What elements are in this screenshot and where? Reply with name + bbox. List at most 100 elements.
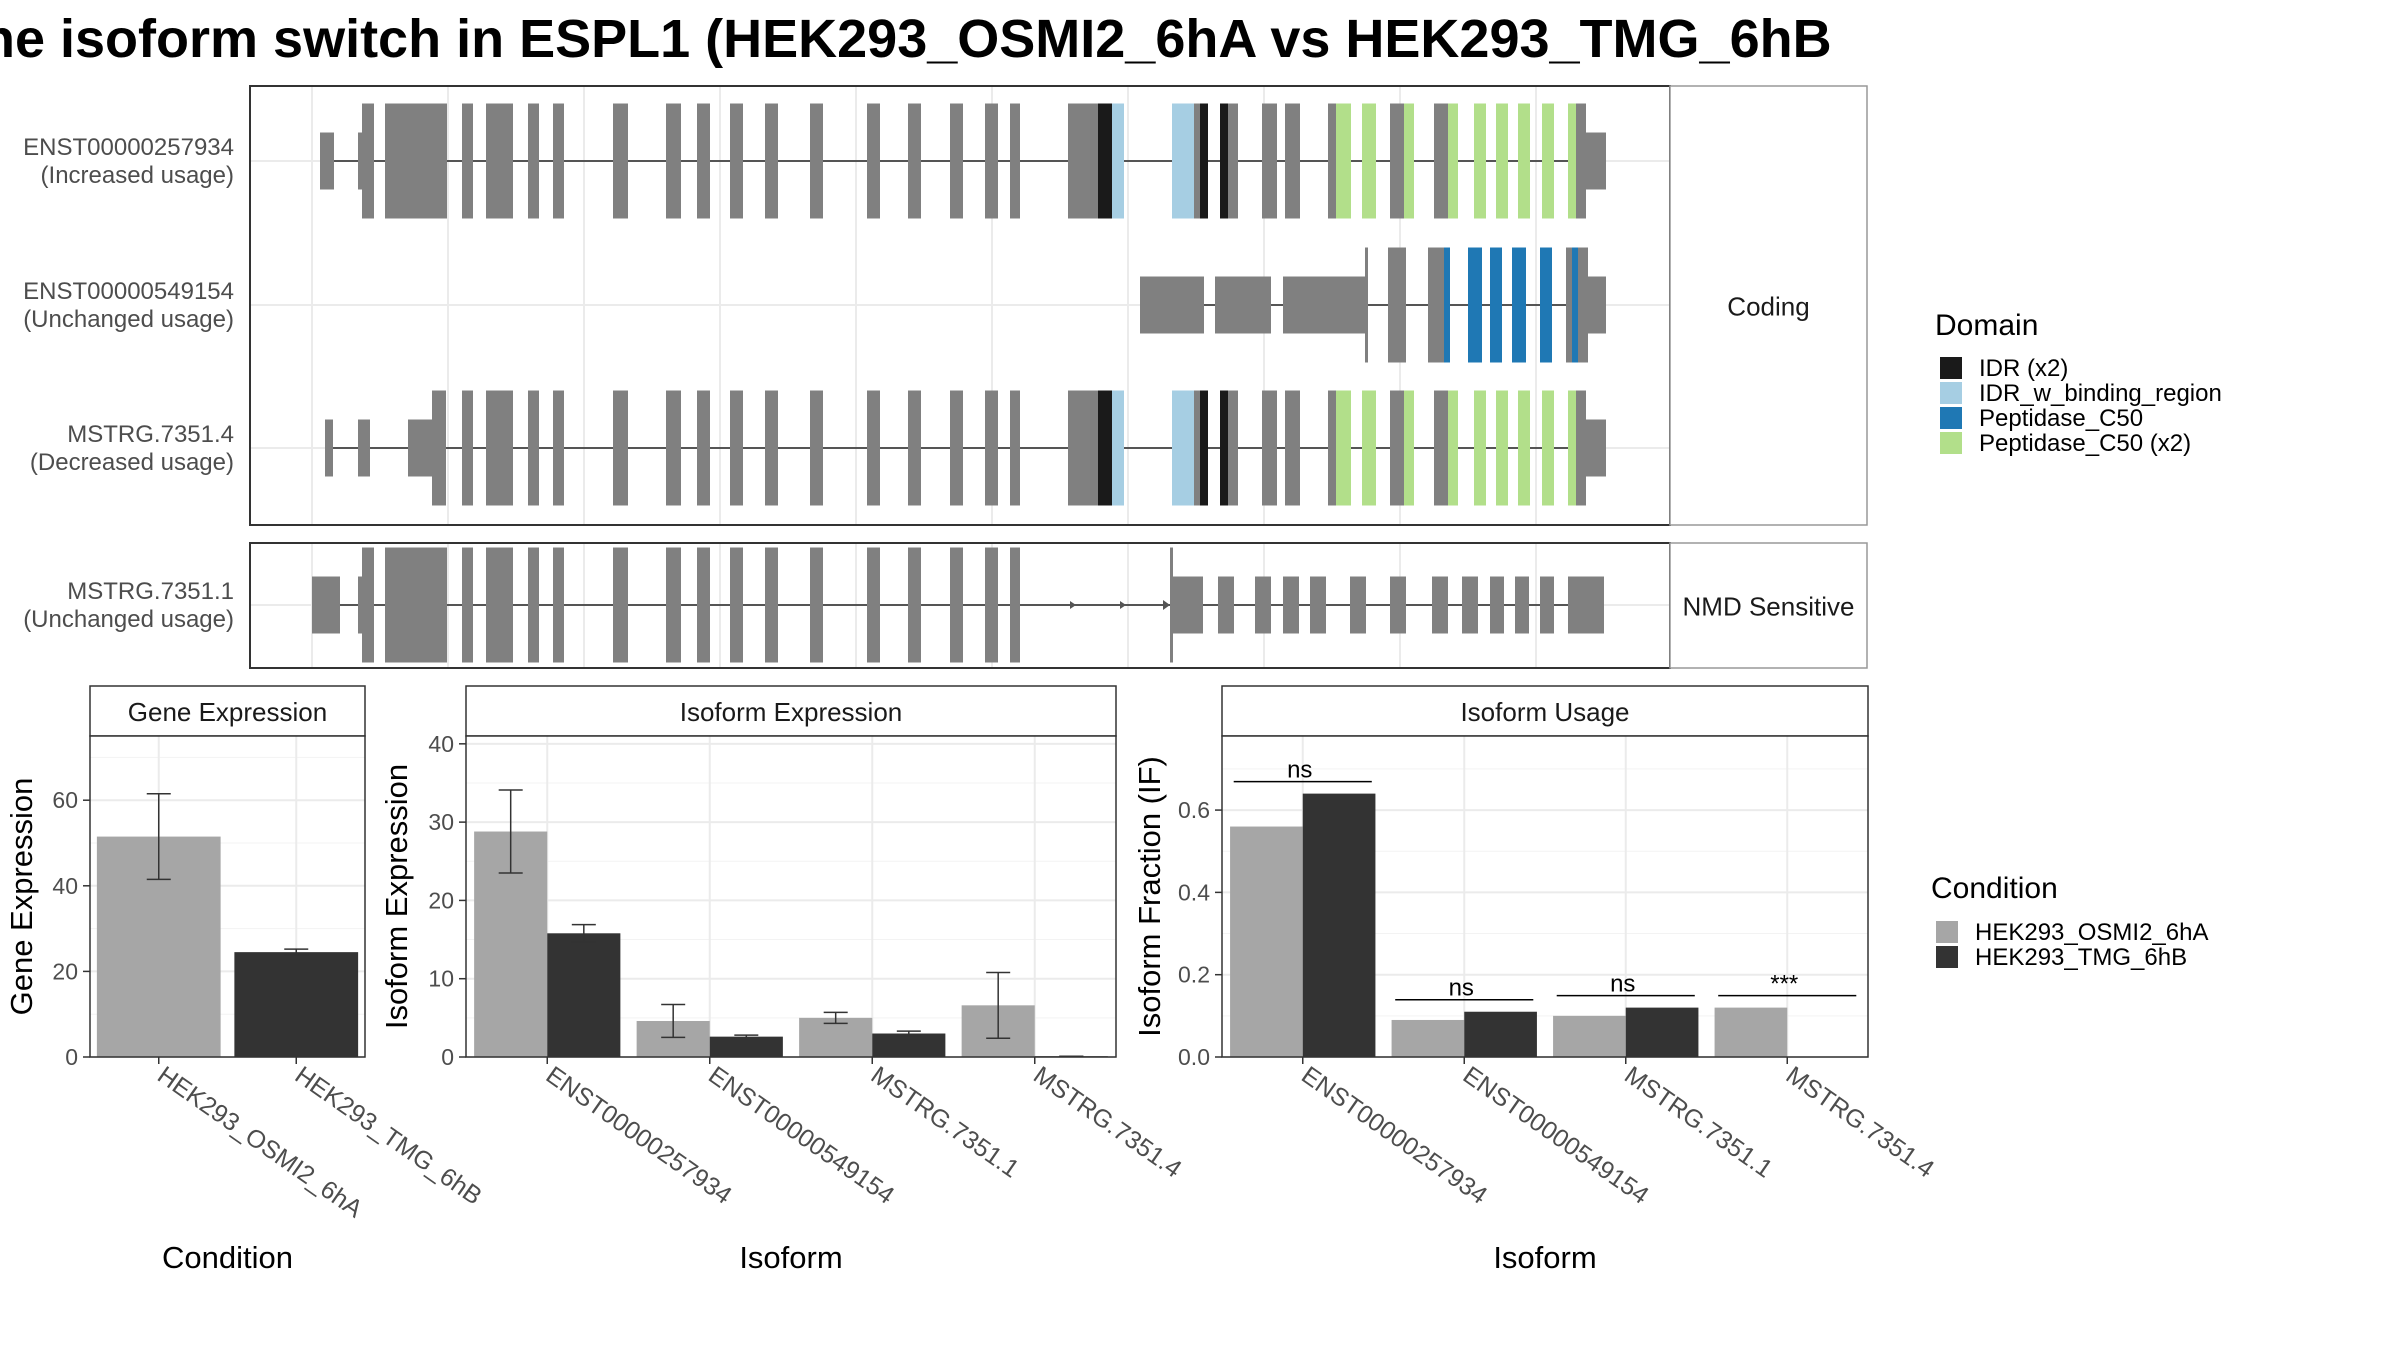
exon xyxy=(1262,390,1277,506)
exon xyxy=(1388,247,1406,363)
exon xyxy=(1350,576,1366,634)
exon xyxy=(1586,132,1606,190)
exon xyxy=(1512,247,1526,363)
exon xyxy=(1220,390,1228,506)
chart-strip xyxy=(465,685,1117,737)
exon xyxy=(950,103,963,219)
exon xyxy=(908,547,921,663)
bar xyxy=(872,1033,946,1057)
exon xyxy=(1172,103,1194,219)
exon xyxy=(553,103,564,219)
bar xyxy=(1714,1007,1788,1057)
exon xyxy=(730,547,743,663)
exon xyxy=(1010,390,1020,506)
plot-title: he isoform switch in ESPL1 (HEK293_OSMI2… xyxy=(0,9,1832,69)
exon xyxy=(613,547,628,663)
exon xyxy=(1474,390,1486,506)
exon xyxy=(1228,390,1238,506)
bar xyxy=(1302,793,1376,1057)
y-tick-label: 20 xyxy=(428,887,454,913)
exon xyxy=(697,103,710,219)
exon xyxy=(1448,390,1458,506)
exon xyxy=(1474,103,1486,219)
exon xyxy=(908,390,921,506)
exon xyxy=(432,390,446,506)
bar xyxy=(799,1017,873,1057)
transcript-usage-note: (Unchanged usage) xyxy=(23,306,234,333)
domain-legend-title: Domain xyxy=(1935,309,2038,342)
exon xyxy=(1518,390,1530,506)
domain-legend-key xyxy=(1940,407,1962,429)
exon xyxy=(908,103,921,219)
exon xyxy=(1432,576,1448,634)
exon xyxy=(1010,547,1020,663)
exon xyxy=(1428,247,1444,363)
exon xyxy=(1170,547,1173,663)
exon xyxy=(666,547,681,663)
domain-legend-items: IDR (x2)IDR_w_binding_regionPeptidase_C5… xyxy=(1940,355,2222,457)
exon xyxy=(1362,390,1376,506)
exon xyxy=(1310,576,1326,634)
exon xyxy=(730,390,743,506)
exon xyxy=(1173,576,1203,634)
exon xyxy=(1542,103,1554,219)
exon xyxy=(810,547,823,663)
exon xyxy=(1365,247,1368,363)
exon xyxy=(495,390,513,506)
exon xyxy=(528,547,539,663)
y-tick-label: 10 xyxy=(428,966,454,992)
exon xyxy=(1490,576,1504,634)
chart-strip-label: Isoform Expression xyxy=(680,697,903,727)
exon xyxy=(1390,576,1406,634)
domain-legend-label: Peptidase_C50 (x2) xyxy=(1979,430,2191,457)
exon xyxy=(1172,390,1194,506)
exon xyxy=(362,547,374,663)
exon xyxy=(1285,390,1300,506)
exon xyxy=(1568,390,1576,506)
exon xyxy=(1462,576,1478,634)
exon xyxy=(358,419,370,477)
condition-legend-key xyxy=(1936,946,1958,968)
exon xyxy=(1112,390,1124,506)
exon xyxy=(553,390,564,506)
exon xyxy=(462,390,473,506)
y-tick-label: 0.2 xyxy=(1178,962,1210,988)
exon xyxy=(697,390,710,506)
facet-strip xyxy=(1669,85,1868,526)
exon xyxy=(1566,247,1572,363)
exon xyxy=(1568,576,1604,634)
exon xyxy=(666,103,681,219)
exon xyxy=(1576,390,1586,506)
exon xyxy=(408,419,432,477)
facet-strip xyxy=(1669,542,1868,669)
exon xyxy=(765,390,778,506)
exon xyxy=(1068,103,1098,219)
domain-legend-key xyxy=(1940,432,1962,454)
transcript-usage-note: (Decreased usage) xyxy=(30,449,234,476)
y-tick-label: 0.0 xyxy=(1178,1044,1210,1070)
exon xyxy=(358,576,362,634)
bar xyxy=(1230,826,1303,1057)
condition-legend-title: Condition xyxy=(1931,872,2058,905)
exon xyxy=(1068,390,1098,506)
y-axis-title: Isoform Fraction (IF) xyxy=(1132,756,1167,1037)
bar xyxy=(709,1036,783,1057)
bar xyxy=(234,952,359,1057)
exon xyxy=(1220,103,1228,219)
chart-strip xyxy=(1221,685,1869,737)
exon xyxy=(358,132,362,190)
exon xyxy=(1578,247,1588,363)
exon xyxy=(1496,390,1508,506)
exon xyxy=(1098,103,1112,219)
exon xyxy=(1194,390,1202,506)
exon xyxy=(867,547,880,663)
exon xyxy=(1588,276,1606,334)
intron-arrow xyxy=(1163,600,1170,610)
y-axis-title: Gene Expression xyxy=(4,778,39,1016)
x-tick-label: MSTRG.7351.4 xyxy=(1781,1061,1939,1184)
bar xyxy=(1391,1019,1465,1057)
exon xyxy=(495,103,513,219)
exon xyxy=(325,419,333,477)
